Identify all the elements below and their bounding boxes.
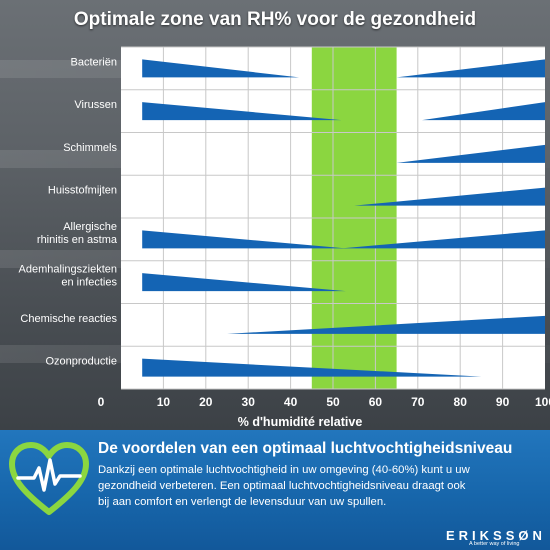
brand-tagline: A better way of living [469,541,520,547]
category-label: Bacteriën [71,56,117,68]
x-axis-label: % d'humidité relative [237,415,363,429]
wedge-mark [422,102,545,121]
x-tick-label: 20 [199,395,213,409]
footer-text-line: Dankzij een optimale luchtvochtigheid in… [98,464,470,476]
category-label: Virussen [74,99,117,111]
heart-pulse-icon [9,442,89,515]
x-tick-label: 10 [157,395,171,409]
footer-text-line: bij aan comfort en verlengt de levensduu… [98,496,387,508]
category-label: Allergische [63,221,117,233]
footer-title: De voordelen van een optimaal luchtvocht… [98,440,513,457]
wedge-mark [142,102,342,121]
wedge-mark [396,59,545,78]
chart: Bacteriën Virussen Schimmels Huisstofmijten… [19,46,550,409]
footer-text-line: gezondheid verbeteren. Een optimaal luch… [98,480,466,492]
x-tick-label: 100 [535,395,550,409]
wedge-mark [142,59,300,78]
x-tick-label: 0 [98,395,105,409]
wedge-mark [396,144,545,163]
footer-panel [0,430,550,550]
wedge-mark [142,230,346,249]
x-tick-label: 60 [369,395,383,409]
wedge-mark [227,315,545,334]
wedge-mark [341,230,545,249]
brand-logo: ERIKSSØN [446,528,546,543]
x-tick-label: 30 [242,395,256,409]
footer-description: Dankzij een optimale luchtvochtigheid in… [98,462,548,510]
category-label: Chemische reacties [20,313,117,325]
x-tick-label: 80 [454,395,468,409]
category-label: Huisstofmijten [48,185,117,197]
wedge-mark [142,273,346,292]
category-label: Ademhalingsziekten [19,264,117,276]
wedge-mark [142,358,482,377]
x-tick-label: 50 [326,395,340,409]
category-label: Ozonproductie [45,356,117,368]
category-label: Schimmels [63,142,117,154]
x-tick-label: 70 [411,395,425,409]
category-label: en infecties [61,277,117,289]
category-label: rhinitis en astma [37,234,118,246]
chart-title: Optimale zone van RH% voor de gezondheid [73,9,477,30]
wedge-mark [354,187,545,206]
x-tick-label: 90 [496,395,510,409]
x-tick-label: 40 [284,395,298,409]
